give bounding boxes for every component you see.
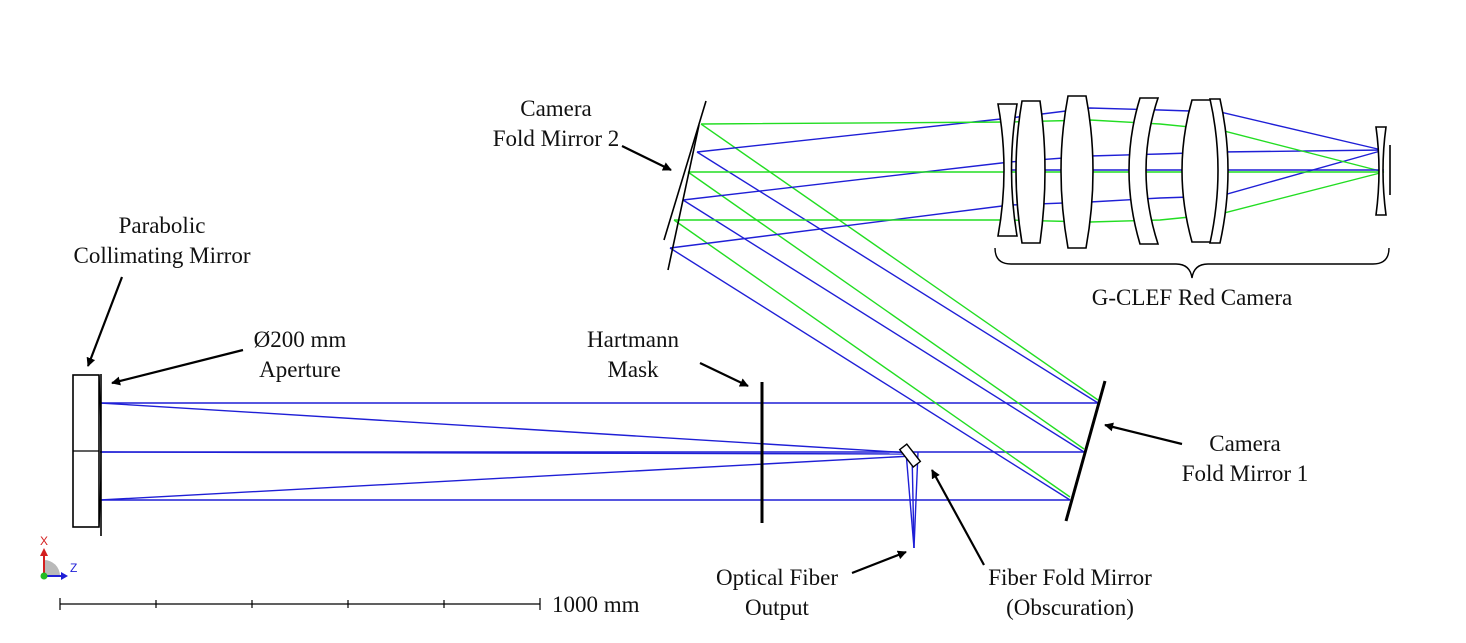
- fold2-label-1: Camera: [520, 96, 592, 121]
- arrow-fold1: [1105, 425, 1182, 444]
- axes-triad: X Z: [40, 534, 77, 580]
- axis-z-label: Z: [70, 561, 77, 575]
- arrow-collimator: [88, 277, 122, 366]
- scale-bar-label: 1000 mm: [552, 592, 640, 617]
- arrow-fiber-output: [852, 552, 906, 573]
- parabolic-collimating-mirror: [73, 375, 101, 527]
- camera-fold-mirror-2-back: [668, 125, 699, 270]
- aperture-label-2: Aperture: [259, 357, 341, 382]
- fiber-output-label-1: Optical Fiber: [716, 565, 838, 590]
- collimator-label-1: Parabolic: [119, 213, 206, 238]
- fiber-output-label-2: Output: [745, 595, 810, 620]
- aperture-label-1: Ø200 mm: [254, 327, 347, 352]
- fold2-label-2: Fold Mirror 2: [493, 126, 620, 151]
- camera-bracket: [995, 248, 1389, 278]
- camera-label: G-CLEF Red Camera: [1092, 285, 1293, 310]
- scale-bar: [60, 598, 540, 610]
- hartmann-label-2: Mask: [607, 357, 659, 382]
- hartmann-label-1: Hartmann: [587, 327, 679, 352]
- fiber-fold-label-1: Fiber Fold Mirror: [988, 565, 1152, 590]
- fold1-label-1: Camera: [1209, 431, 1281, 456]
- arrow-fold2: [622, 146, 671, 170]
- camera-fold-mirror-1: [1066, 381, 1105, 521]
- fiber-fold-label-2: (Obscuration): [1006, 595, 1134, 620]
- collimator-rays: [100, 403, 1098, 548]
- arrow-aperture: [112, 350, 243, 383]
- axis-x-label: X: [40, 534, 48, 548]
- arrow-fiber-fold: [932, 470, 984, 565]
- fold1-label-2: Fold Mirror 1: [1182, 461, 1309, 486]
- collimator-label-2: Collimating Mirror: [74, 243, 251, 268]
- arrow-hartmann: [700, 363, 748, 386]
